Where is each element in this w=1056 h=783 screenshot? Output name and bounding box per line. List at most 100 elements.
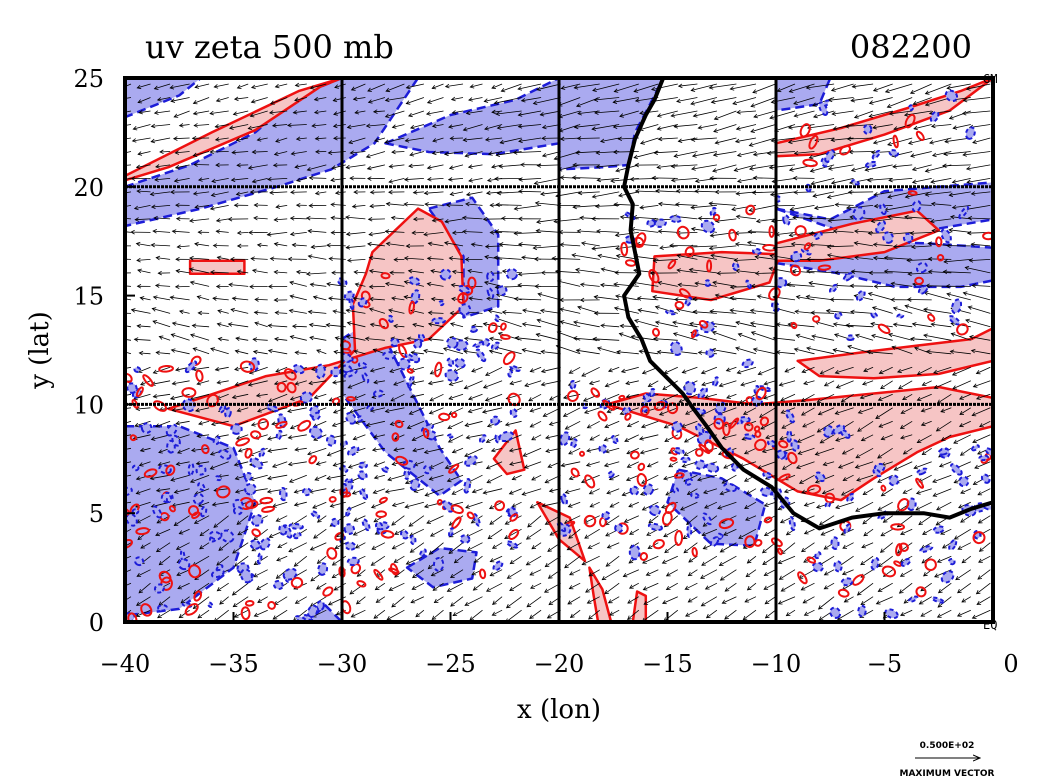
wind-vector [708, 245, 737, 251]
negative-vorticity-speck [177, 558, 191, 571]
wind-vector [254, 297, 268, 302]
wind-vector [313, 96, 327, 102]
wind-vector [903, 110, 932, 117]
wind-vector [267, 447, 288, 453]
wind-vector [569, 569, 581, 576]
wind-vector [314, 136, 327, 141]
wind-vector [835, 380, 854, 389]
negative-vorticity-speck [862, 124, 873, 135]
wind-vector [626, 461, 639, 468]
wind-vector [175, 542, 190, 550]
positive-vorticity-speck [676, 225, 690, 240]
wind-vector [391, 124, 405, 129]
wind-vector [792, 175, 815, 181]
wind-vector [795, 294, 815, 301]
wind-vector [290, 151, 307, 156]
wind-vector [568, 447, 581, 455]
wind-vector [193, 123, 210, 128]
negative-vorticity-speck [701, 512, 713, 526]
negative-vorticity-speck [790, 251, 803, 263]
wind-vector [683, 447, 698, 456]
wind-vector [763, 569, 776, 576]
positive-vorticity-region [774, 209, 941, 263]
wind-vector [415, 609, 425, 618]
wind-vector [180, 596, 190, 604]
wind-vector [522, 447, 542, 457]
positive-vorticity-speck [722, 421, 731, 437]
negative-vorticity-speck [509, 408, 518, 418]
wind-vector [588, 488, 600, 495]
wind-vector [481, 407, 503, 414]
positive-vorticity-speck [794, 225, 807, 237]
negative-vorticity-speck [669, 215, 683, 223]
wind-vector [591, 245, 620, 251]
wind-vector [527, 515, 542, 528]
wind-vector [936, 555, 952, 563]
wind-vector [427, 322, 444, 328]
wind-vector [911, 322, 932, 328]
negative-vorticity-speck [275, 429, 283, 441]
wind-vector [830, 178, 854, 185]
positive-vorticity-speck [235, 437, 250, 447]
wind-vector [447, 420, 464, 429]
wind-vector [591, 191, 620, 199]
wind-vector [348, 137, 366, 145]
wind-vector [249, 284, 268, 289]
wind-vector [178, 123, 190, 128]
wind-vector [663, 366, 678, 375]
positive-vorticity-speck [448, 463, 460, 474]
wind-vector [677, 137, 698, 143]
wind-vector [556, 279, 581, 287]
x-tick-label: −35 [208, 650, 259, 678]
negative-vorticity-speck [601, 511, 611, 521]
negative-vorticity-speck [195, 464, 207, 476]
wind-vector [700, 569, 718, 579]
wind-vector [287, 123, 307, 128]
wind-vector [753, 110, 776, 119]
wind-vector [404, 137, 424, 143]
wind-vector [125, 298, 132, 301]
wind-vector [467, 164, 483, 169]
negative-vorticity-speck [243, 472, 253, 482]
wind-vector [235, 336, 249, 342]
wind-vector [816, 420, 835, 433]
wind-vector [729, 295, 757, 301]
positive-vorticity-speck [806, 556, 817, 564]
positive-vorticity-speck [636, 472, 648, 487]
wind-vector [704, 393, 718, 399]
wind-vector [212, 296, 229, 301]
negative-vorticity-speck [165, 495, 173, 503]
wind-vector [136, 569, 151, 577]
wind-vector [642, 555, 659, 564]
wind-vector [287, 461, 307, 467]
wind-vector [938, 461, 952, 468]
wind-vector [373, 434, 385, 439]
wind-vector [333, 110, 346, 116]
negative-vorticity-speck [970, 444, 980, 452]
wind-vector [704, 582, 718, 590]
negative-vorticity-speck [507, 369, 514, 378]
wind-vector [832, 124, 854, 131]
wind-vector [236, 407, 249, 413]
wind-vector [513, 205, 542, 211]
wind-vector [933, 380, 952, 389]
wind-vector [257, 407, 268, 413]
wind-vector [567, 596, 581, 605]
wind-vector [735, 124, 757, 131]
wind-vector [907, 137, 932, 145]
negative-vorticity-speck [397, 357, 411, 371]
wind-vector [473, 555, 483, 563]
wind-vector [737, 332, 757, 341]
wind-vector [840, 393, 854, 403]
negative-vorticity-speck [700, 219, 716, 234]
wind-vector [592, 83, 620, 92]
wind-vector [251, 268, 268, 274]
negative-vorticity-speck [458, 303, 471, 316]
wind-vector [150, 204, 171, 209]
wind-vector [978, 542, 991, 552]
wind-vector [924, 83, 952, 95]
positive-vorticity-speck [652, 538, 665, 550]
wind-vector [372, 488, 386, 494]
wind-vector [308, 175, 327, 181]
wind-vector [210, 420, 229, 427]
